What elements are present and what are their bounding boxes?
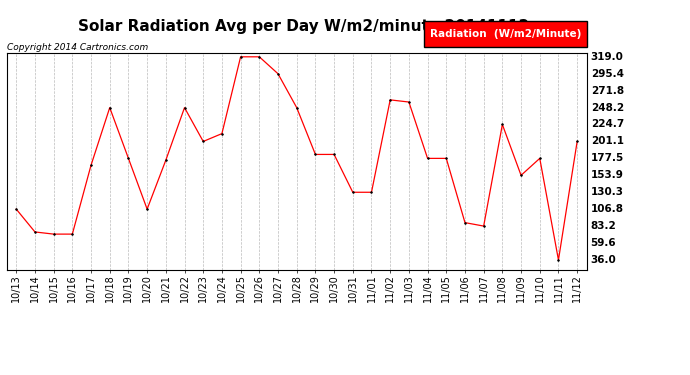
Text: 201.1: 201.1 bbox=[591, 136, 624, 147]
Point bbox=[104, 105, 115, 111]
Point bbox=[328, 152, 339, 157]
Point bbox=[515, 172, 526, 178]
Point bbox=[273, 71, 284, 77]
Point bbox=[404, 99, 415, 105]
Point bbox=[366, 189, 377, 195]
Point bbox=[460, 220, 471, 226]
Point bbox=[141, 206, 152, 212]
Point bbox=[86, 162, 97, 168]
Text: 36.0: 36.0 bbox=[591, 255, 616, 265]
Point bbox=[422, 155, 433, 161]
Point bbox=[235, 54, 246, 60]
Point bbox=[11, 206, 22, 212]
Point bbox=[347, 189, 358, 195]
Point bbox=[553, 257, 564, 263]
Point bbox=[441, 155, 452, 161]
Text: 248.2: 248.2 bbox=[591, 103, 624, 112]
Text: 295.4: 295.4 bbox=[591, 69, 624, 79]
Point bbox=[384, 97, 395, 103]
Text: 83.2: 83.2 bbox=[591, 221, 616, 231]
Point bbox=[30, 229, 41, 235]
Text: 130.3: 130.3 bbox=[591, 187, 624, 197]
Text: 177.5: 177.5 bbox=[591, 153, 624, 164]
Point bbox=[478, 223, 489, 229]
Point bbox=[534, 155, 545, 161]
Text: 271.8: 271.8 bbox=[591, 86, 624, 96]
Point bbox=[123, 155, 134, 161]
Text: 224.7: 224.7 bbox=[591, 120, 624, 129]
Point bbox=[198, 138, 209, 144]
Text: Solar Radiation Avg per Day W/m2/minute 20141112: Solar Radiation Avg per Day W/m2/minute … bbox=[78, 19, 529, 34]
Point bbox=[310, 152, 321, 157]
Point bbox=[497, 122, 508, 128]
Point bbox=[254, 54, 265, 60]
Point bbox=[217, 130, 228, 136]
Point bbox=[291, 105, 302, 111]
Point bbox=[179, 105, 190, 111]
Point bbox=[571, 138, 582, 144]
Point bbox=[67, 231, 78, 237]
Text: 153.9: 153.9 bbox=[591, 170, 624, 180]
Text: Radiation  (W/m2/Minute): Radiation (W/m2/Minute) bbox=[430, 29, 581, 39]
Text: Copyright 2014 Cartronics.com: Copyright 2014 Cartronics.com bbox=[7, 43, 148, 52]
Text: 106.8: 106.8 bbox=[591, 204, 624, 214]
Point bbox=[160, 157, 171, 163]
Text: 319.0: 319.0 bbox=[591, 52, 624, 62]
Text: 59.6: 59.6 bbox=[591, 238, 616, 248]
Point bbox=[48, 231, 59, 237]
